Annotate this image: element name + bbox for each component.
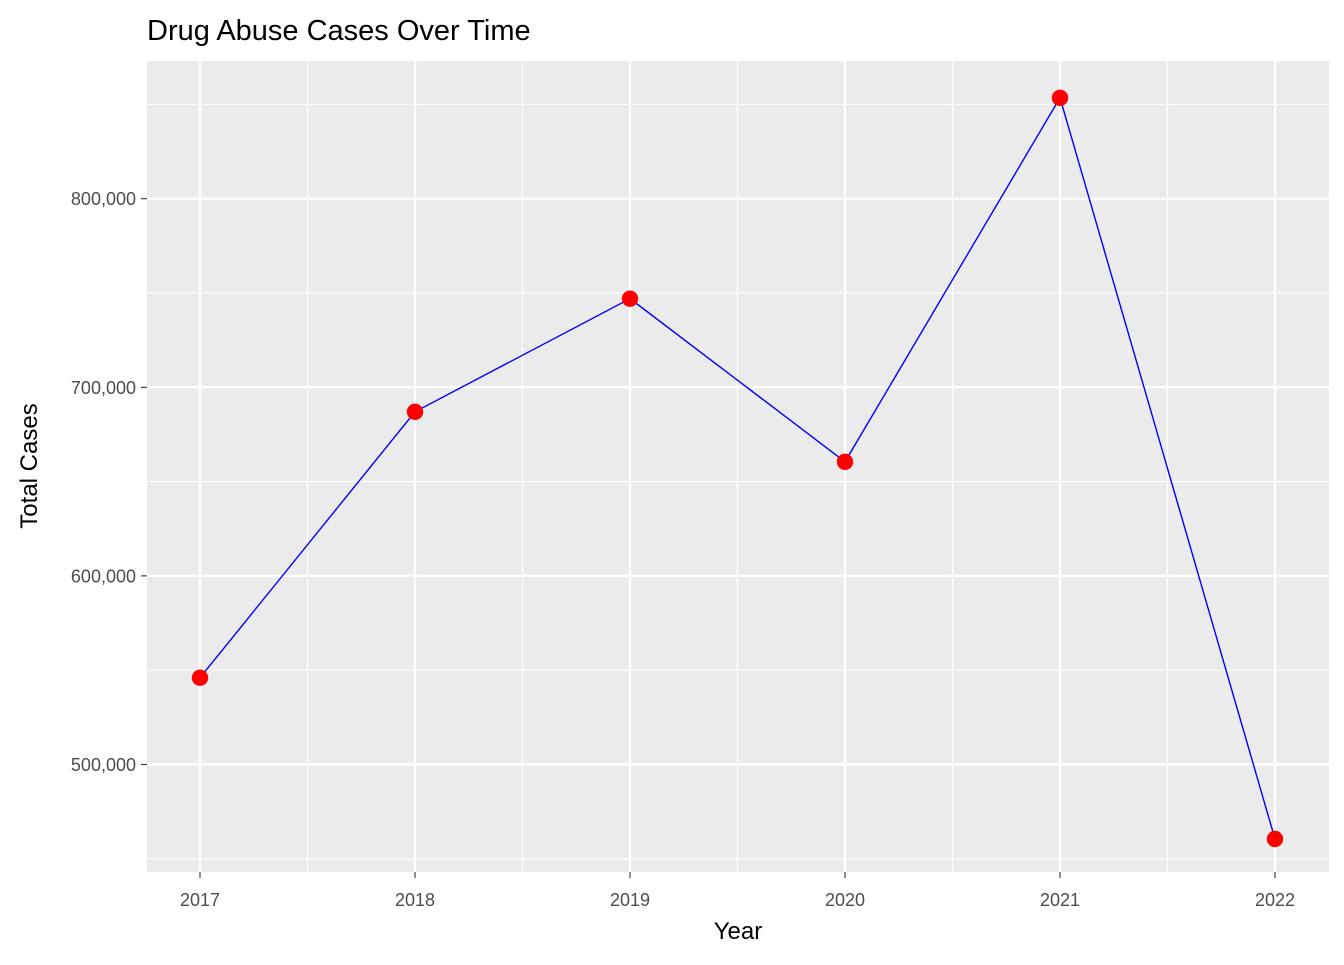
data-point-2018 [406,403,424,421]
y-tick-label: 800,000 [71,189,136,209]
x-axis-ticks: 2017 2018 2019 2020 2021 2022 [180,872,1295,910]
x-axis-title: Year [714,918,763,945]
y-tick-label: 700,000 [71,378,136,398]
data-point-2019 [621,290,639,307]
y-axis-ticks: 500,000 600,000 700,000 800,000 [71,189,147,775]
x-tick-label: 2022 [1255,890,1295,910]
series-points [191,89,1284,848]
y-axis-title: Total Cases [16,403,43,528]
x-tick-label: 2017 [180,890,220,910]
x-tick-label: 2020 [825,890,865,910]
x-tick-label: 2021 [1040,890,1080,910]
y-tick-label: 500,000 [71,755,136,775]
data-point-2017 [191,669,209,686]
series-polyline [199,96,1276,840]
series-line [199,96,1276,840]
data-point-2021 [1051,89,1069,106]
x-tick-label: 2019 [610,890,650,910]
data-point-2022 [1266,830,1284,848]
chart-title: Drug Abuse Cases Over Time [147,15,531,47]
x-tick-label: 2018 [395,890,435,910]
y-tick-label: 600,000 [71,566,136,586]
data-point-2020 [836,453,854,470]
major-gridlines [147,61,1329,872]
